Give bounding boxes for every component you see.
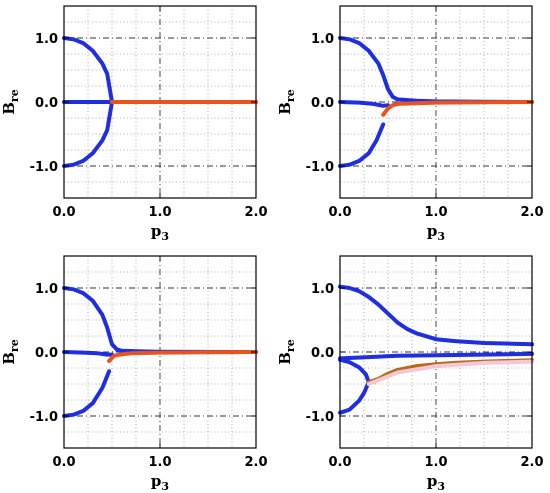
y-tick-label: 0.0 bbox=[311, 96, 334, 111]
y-axis-label: Bre bbox=[276, 339, 297, 364]
subplot-1: 0.0 1.0 2.0 -1.0 0.0 1.0 p3 Bre bbox=[0, 5, 268, 243]
series-line-1 bbox=[62, 36, 114, 104]
y-tick-label: 0.0 bbox=[35, 346, 58, 361]
subplot-3: 0.0 1.0 2.0 -1.0 0.0 1.0 p3 Bre bbox=[0, 255, 268, 493]
series-line-2 bbox=[62, 100, 114, 168]
y-axis-label: Bre bbox=[0, 339, 21, 364]
y-tick-label: 1.0 bbox=[311, 282, 334, 297]
y-tick-label: -1.0 bbox=[30, 160, 58, 175]
y-tick-label: -1.0 bbox=[30, 410, 58, 425]
series-line-2 bbox=[338, 122, 386, 168]
series-line-1 bbox=[338, 284, 534, 347]
subplot-4: 0.0 1.0 2.0 -1.0 0.0 1.0 p3 Bre bbox=[276, 255, 544, 493]
x-axis-label: p3 bbox=[427, 472, 445, 493]
x-tick-label: 0.0 bbox=[52, 205, 75, 220]
series-line-4 bbox=[107, 350, 258, 363]
series-line-6 bbox=[366, 359, 534, 386]
series-line-3 bbox=[338, 357, 371, 385]
series-line-4 bbox=[381, 100, 534, 117]
x-axis-label: p3 bbox=[427, 222, 445, 243]
x-axis-label: p3 bbox=[151, 222, 169, 243]
y-tick-label: 1.0 bbox=[311, 32, 334, 47]
x-tick-label: 0.0 bbox=[328, 205, 351, 220]
series-line-4 bbox=[338, 351, 534, 361]
series-line-3 bbox=[62, 350, 114, 357]
x-tick-label: 2.0 bbox=[520, 205, 543, 220]
x-tick-label: 1.0 bbox=[424, 205, 447, 220]
y-tick-label: 0.0 bbox=[311, 346, 334, 361]
x-tick-label: 0.0 bbox=[52, 455, 75, 470]
y-tick-label: 0.0 bbox=[35, 96, 58, 111]
y-tick-label: -1.0 bbox=[306, 160, 334, 175]
subplot-2: 0.0 1.0 2.0 -1.0 0.0 1.0 p3 Bre bbox=[276, 5, 544, 243]
series-line-2 bbox=[62, 369, 112, 418]
x-tick-label: 2.0 bbox=[244, 205, 267, 220]
x-tick-label: 2.0 bbox=[520, 455, 543, 470]
y-tick-label: 1.0 bbox=[35, 32, 58, 47]
x-tick-label: 1.0 bbox=[148, 455, 171, 470]
x-tick-label: 1.0 bbox=[424, 455, 447, 470]
y-axis-label: Bre bbox=[276, 89, 297, 114]
y-tick-label: 1.0 bbox=[35, 282, 58, 297]
x-tick-label: 2.0 bbox=[244, 455, 267, 470]
y-axis-label: Bre bbox=[0, 89, 21, 114]
series-line-2 bbox=[338, 380, 371, 415]
x-axis-label: p3 bbox=[151, 472, 169, 493]
x-tick-label: 1.0 bbox=[148, 205, 171, 220]
x-tick-label: 0.0 bbox=[328, 455, 351, 470]
series-line-3 bbox=[338, 100, 390, 108]
y-tick-label: -1.0 bbox=[306, 410, 334, 425]
